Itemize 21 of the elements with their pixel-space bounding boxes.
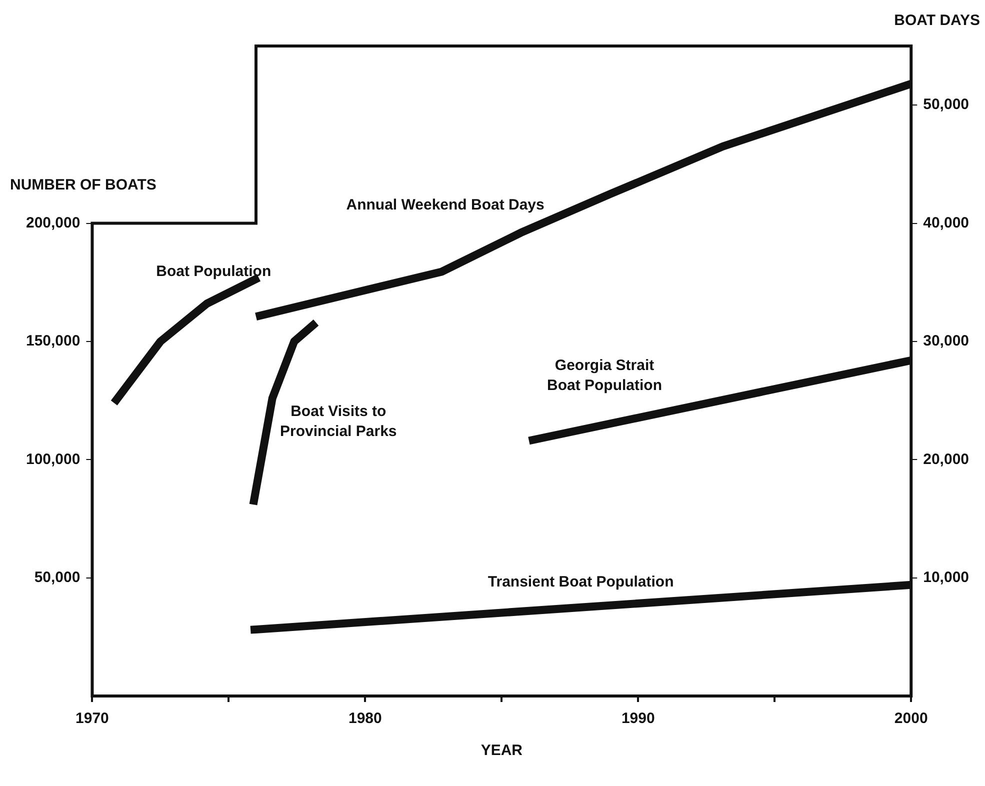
series-label: Boat Population	[156, 263, 272, 280]
series-label: Annual Weekend Boat Days	[346, 196, 544, 214]
x-tick-label: 1970	[76, 710, 109, 728]
x-tick-label: 2000	[894, 710, 928, 728]
y2-tick-label: 20,000	[923, 450, 970, 468]
x-axis-title: YEAR	[480, 742, 523, 760]
series-label: Boat Visits to Provincial Parks	[280, 402, 397, 440]
x-tick-label: 1980	[348, 710, 382, 728]
series-label: Georgia Strait Boat Population	[547, 356, 662, 394]
y2-tick-label: 30,000	[923, 332, 970, 350]
y-tick-label: 100,000	[26, 450, 80, 468]
y-tick-label: 200,000	[26, 214, 80, 232]
y-tick-label: 150,000	[26, 332, 80, 350]
y2-tick-label: 10,000	[923, 568, 970, 586]
series-label: Transient Boat Population	[488, 574, 674, 591]
y2-axis-title: BOAT DAYS	[894, 12, 980, 30]
y-tick-label: 50,000	[34, 568, 80, 586]
y-axis-title: NUMBER OF BOATS	[10, 176, 156, 194]
y2-tick-label: 40,000	[923, 214, 970, 232]
y2-tick-label: 50,000	[923, 96, 970, 114]
x-tick-label: 1990	[621, 710, 655, 728]
